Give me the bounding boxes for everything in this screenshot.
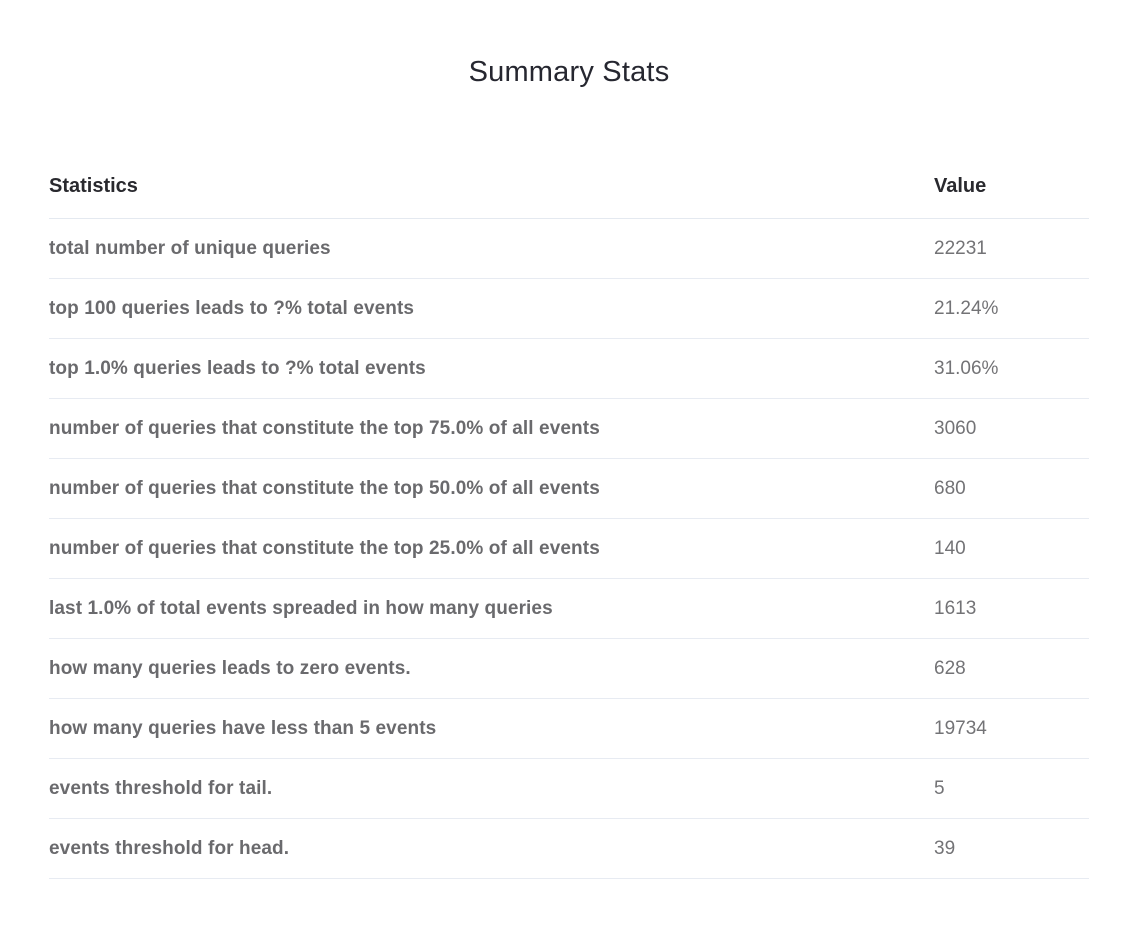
statistic-label: total number of unique queries bbox=[49, 237, 331, 259]
statistic-value: 39 bbox=[934, 837, 956, 859]
column-header-value: Value bbox=[934, 175, 987, 197]
table-row: top 1.0% queries leads to ?% total event… bbox=[49, 339, 1089, 399]
table-row: last 1.0% of total events spreaded in ho… bbox=[49, 579, 1089, 639]
statistic-value: 19734 bbox=[934, 717, 987, 739]
statistic-value: 3060 bbox=[934, 417, 977, 439]
statistic-label: events threshold for tail. bbox=[49, 777, 273, 799]
statistic-label: top 100 queries leads to ?% total events bbox=[49, 297, 415, 319]
statistic-label: number of queries that constitute the to… bbox=[49, 537, 600, 559]
table-body: total number of unique queries 22231 top… bbox=[49, 219, 1089, 879]
statistic-value: 5 bbox=[934, 777, 945, 799]
table-row: events threshold for tail. 5 bbox=[49, 759, 1089, 819]
statistic-value: 140 bbox=[934, 537, 966, 559]
statistic-label: how many queries leads to zero events. bbox=[49, 657, 411, 679]
statistic-label: how many queries have less than 5 events bbox=[49, 717, 437, 739]
statistic-label: top 1.0% queries leads to ?% total event… bbox=[49, 357, 426, 379]
statistic-value: 680 bbox=[934, 477, 966, 499]
table-row: total number of unique queries 22231 bbox=[49, 219, 1089, 279]
summary-stats-page: Summary Stats Statistics Value total num… bbox=[0, 56, 1138, 938]
statistic-value: 628 bbox=[934, 657, 966, 679]
table-row: events threshold for head. 39 bbox=[49, 819, 1089, 879]
table-row: how many queries have less than 5 events… bbox=[49, 699, 1089, 759]
table-header-row: Statistics Value bbox=[49, 155, 1089, 219]
statistic-value: 1613 bbox=[934, 597, 977, 619]
column-header-statistics: Statistics bbox=[49, 175, 138, 197]
page-title: Summary Stats bbox=[468, 56, 670, 88]
table-row: number of queries that constitute the to… bbox=[49, 519, 1089, 579]
statistic-label: number of queries that constitute the to… bbox=[49, 417, 600, 439]
statistic-label: number of queries that constitute the to… bbox=[49, 477, 600, 499]
statistic-value: 21.24% bbox=[934, 297, 999, 319]
summary-stats-table: Statistics Value total number of unique … bbox=[49, 155, 1089, 879]
statistic-value: 22231 bbox=[934, 237, 987, 259]
statistic-label: events threshold for head. bbox=[49, 837, 290, 859]
table-row: top 100 queries leads to ?% total events… bbox=[49, 279, 1089, 339]
statistic-label: last 1.0% of total events spreaded in ho… bbox=[49, 597, 553, 619]
table-row: how many queries leads to zero events. 6… bbox=[49, 639, 1089, 699]
table-row: number of queries that constitute the to… bbox=[49, 399, 1089, 459]
table-row: number of queries that constitute the to… bbox=[49, 459, 1089, 519]
statistic-value: 31.06% bbox=[934, 357, 999, 379]
